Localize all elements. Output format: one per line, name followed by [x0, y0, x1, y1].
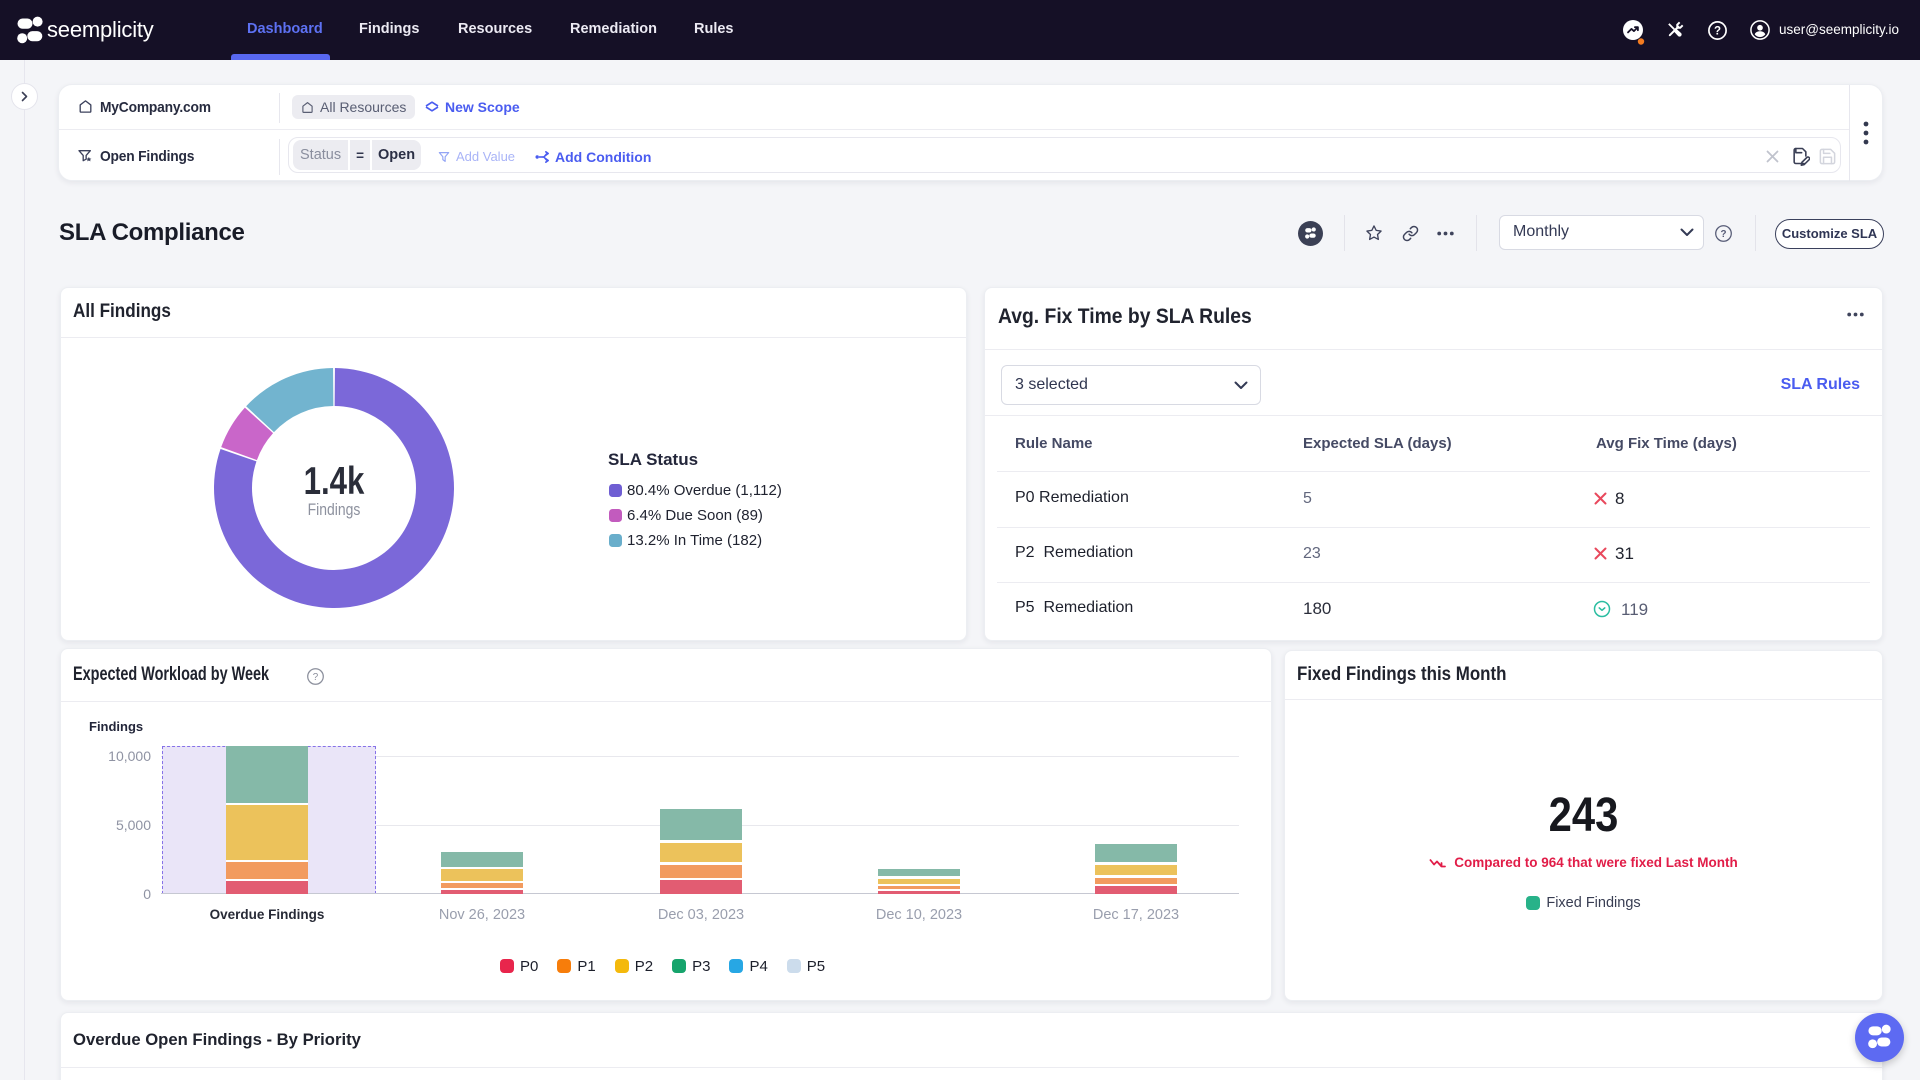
svg-text:?: ?: [313, 672, 319, 683]
svg-text:?: ?: [1720, 228, 1726, 239]
svg-text:?: ?: [1714, 25, 1721, 37]
